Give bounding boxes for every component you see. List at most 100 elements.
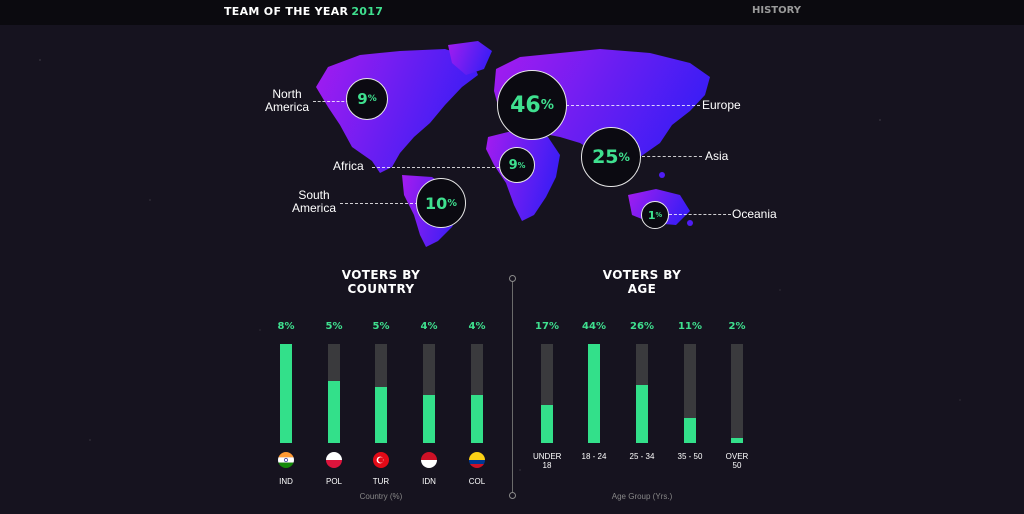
section-title-line: VOTERS BY	[341, 268, 421, 282]
region-bubble-europe[interactable]: 46%	[497, 70, 567, 140]
bar-track	[471, 344, 483, 443]
bar-category-label: OVER 50	[725, 452, 749, 470]
bar[interactable]	[731, 438, 743, 443]
bar-category-label: IND	[279, 477, 293, 486]
region-label-line: America	[264, 100, 309, 114]
bar-category-label: TUR	[372, 477, 390, 486]
divider-top-dot	[509, 275, 516, 282]
bar-value-label: 26%	[630, 321, 654, 332]
oceania-leader	[669, 214, 731, 215]
bar-value-label: 8%	[277, 321, 295, 332]
bar[interactable]	[541, 405, 553, 443]
region-bubble-africa[interactable]: 9%	[499, 147, 535, 183]
bar[interactable]	[328, 381, 340, 443]
region-unit: %	[517, 160, 526, 170]
bar-track	[541, 344, 553, 443]
region-unit: %	[618, 150, 630, 164]
bar[interactable]	[280, 344, 292, 443]
top-bar: TEAM OF THE YEAR 2017 HISTORY	[0, 0, 1024, 25]
bar-category-label: IDN	[422, 477, 436, 486]
bar-value-label: 44%	[582, 321, 606, 332]
age-axis-caption: Age Group (Yrs.)	[611, 492, 673, 501]
section-title-age: VOTERS BY AGE	[582, 268, 702, 296]
north-america-leader	[313, 101, 349, 102]
india-flag-icon	[278, 452, 294, 468]
bar-track	[588, 344, 600, 443]
bar[interactable]	[375, 387, 387, 443]
region-label-south-america: South America	[290, 189, 338, 215]
bar-track	[423, 344, 435, 443]
site-title[interactable]: TEAM OF THE YEAR 2017	[224, 5, 383, 18]
indonesia-flag-icon	[421, 452, 437, 468]
bar[interactable]	[471, 395, 483, 443]
region-label-africa: Africa	[333, 159, 364, 173]
island-dot	[659, 172, 665, 178]
bar-category-label: POL	[325, 477, 342, 486]
bar[interactable]	[636, 385, 648, 443]
region-label-oceania: Oceania	[732, 207, 777, 221]
turkey-flag-icon	[373, 452, 389, 468]
bar-value-label: 2%	[728, 321, 746, 332]
south-america-leader	[340, 203, 418, 204]
section-title-line: VOTERS BY	[602, 268, 682, 282]
bar-track	[636, 344, 648, 443]
bar-value-label: 5%	[325, 321, 343, 332]
poland-flag-icon	[326, 452, 342, 468]
greenland-landmass	[448, 41, 492, 75]
bar-track	[731, 344, 743, 443]
bar-category-label: COL	[468, 477, 486, 486]
bar-track	[280, 344, 292, 443]
section-divider	[512, 278, 513, 496]
region-unit: %	[540, 97, 554, 113]
section-title-line: AGE	[627, 282, 657, 296]
section-title-country: VOTERS BY COUNTRY	[321, 268, 441, 296]
divider-bottom-dot	[509, 492, 516, 499]
region-bubble-oceania[interactable]: 1%	[641, 201, 669, 229]
bar-category-label: 18 - 24	[581, 452, 607, 461]
region-unit: %	[367, 94, 377, 104]
region-bubble-north-america[interactable]: 9%	[346, 78, 388, 120]
region-value: 9	[357, 90, 368, 108]
region-label-line: North	[272, 87, 302, 101]
region-label-line: America	[291, 201, 336, 215]
section-title-line: COUNTRY	[347, 282, 415, 296]
bar-track	[375, 344, 387, 443]
region-bubble-asia[interactable]: 25%	[581, 127, 641, 187]
bar[interactable]	[684, 418, 696, 443]
region-label-europe: Europe	[702, 98, 741, 112]
region-label-line: South	[298, 188, 330, 202]
bar-category-label: 25 - 34	[629, 452, 655, 461]
bar-value-label: 11%	[678, 321, 702, 332]
colombia-flag-icon	[469, 452, 485, 468]
bar[interactable]	[588, 344, 600, 443]
bar-value-label: 17%	[535, 321, 559, 332]
region-unit: %	[655, 211, 663, 219]
region-value: 25	[592, 146, 619, 168]
region-value: 10	[425, 193, 448, 213]
site-title-year: 2017	[351, 5, 384, 18]
bar-value-label: 4%	[420, 321, 438, 332]
bar-track	[328, 344, 340, 443]
region-value: 46	[510, 92, 541, 118]
bar[interactable]	[423, 395, 435, 443]
region-label-asia: Asia	[705, 149, 729, 163]
site-title-text: TEAM OF THE YEAR	[224, 5, 349, 18]
nav-history-link[interactable]: HISTORY	[752, 5, 802, 16]
europe-leader	[566, 105, 700, 106]
region-label-north-america: North America	[264, 88, 310, 114]
bar-value-label: 4%	[468, 321, 486, 332]
region-value: 9	[508, 157, 518, 173]
africa-leader	[372, 167, 500, 168]
world-map-graphic	[316, 41, 710, 247]
bar-value-label: 5%	[372, 321, 390, 332]
bar-category-label: 35 - 50	[677, 452, 703, 461]
country-axis-caption: Country (%)	[359, 492, 403, 501]
island-dot	[687, 220, 693, 226]
north-america-landmass	[316, 49, 478, 173]
world-map: North America 9% Europe 46% Asia 25% Afr…	[0, 25, 1024, 255]
bar-category-label: UNDER 18	[533, 452, 562, 470]
region-bubble-south-america[interactable]: 10%	[416, 178, 466, 228]
region-value: 1	[647, 208, 656, 222]
asia-leader	[642, 156, 702, 157]
bar-track	[684, 344, 696, 443]
